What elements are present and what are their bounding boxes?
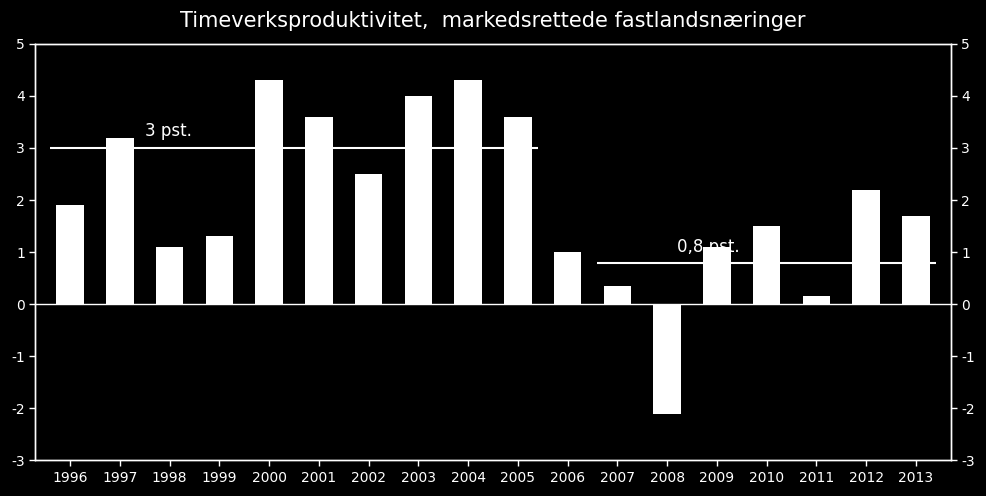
Text: 3 pst.: 3 pst. [145,122,191,140]
Text: 0,8 pst.: 0,8 pst. [677,238,740,256]
Bar [106,137,133,304]
Title: Timeverksproduktivitet,  markedsrettede fastlandsnæringer: Timeverksproduktivitet, markedsrettede f… [180,11,806,31]
Bar [306,117,332,304]
Bar [603,286,631,304]
Bar [455,80,482,304]
Bar [504,117,531,304]
Bar [156,247,183,304]
Bar [654,304,680,414]
Bar [902,216,930,304]
Bar [753,226,780,304]
Bar [206,237,233,304]
Bar [404,96,432,304]
Bar [255,80,283,304]
Bar [703,247,731,304]
Bar [355,174,383,304]
Bar [803,297,830,304]
Bar [554,252,582,304]
Bar [853,189,880,304]
Bar [56,205,84,304]
